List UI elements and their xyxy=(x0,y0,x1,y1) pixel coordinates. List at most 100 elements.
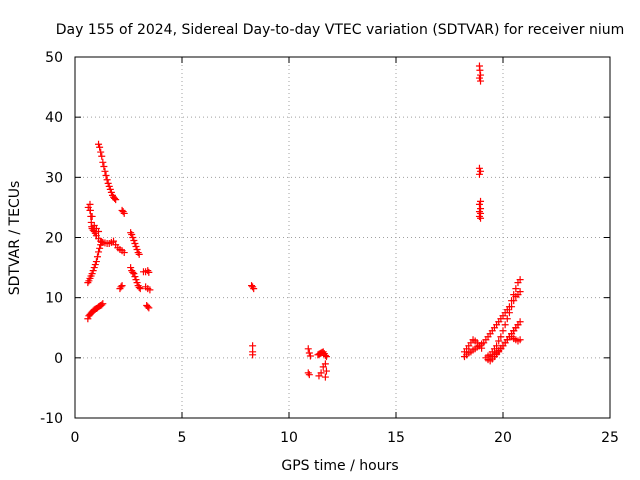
data-point xyxy=(84,315,92,323)
data-point xyxy=(249,351,257,359)
data-point xyxy=(516,288,524,296)
data-point xyxy=(321,351,329,359)
data-point xyxy=(477,167,485,175)
y-tick-label: 50 xyxy=(45,50,63,66)
data-point xyxy=(88,212,96,220)
data-point xyxy=(120,249,128,257)
data-point xyxy=(93,253,101,261)
y-tick-label: 30 xyxy=(45,170,63,186)
data-point xyxy=(102,172,110,180)
data-point xyxy=(306,352,314,360)
data-point xyxy=(475,170,483,178)
data-point xyxy=(508,303,516,311)
data-point xyxy=(135,250,143,258)
data-point xyxy=(105,182,113,190)
data-point xyxy=(514,321,522,329)
x-tick-label: 15 xyxy=(387,430,405,446)
x-tick-label: 0 xyxy=(71,430,80,446)
data-point xyxy=(493,342,501,350)
data-point xyxy=(107,188,115,196)
data-point xyxy=(497,333,505,341)
y-tick-label: 10 xyxy=(45,291,63,307)
data-point xyxy=(130,270,138,278)
data-point xyxy=(132,276,140,284)
data-point xyxy=(304,345,312,353)
data-point xyxy=(135,283,143,291)
x-tick-label: 25 xyxy=(601,430,619,446)
data-point xyxy=(477,77,485,85)
data-point xyxy=(111,194,119,202)
data-point xyxy=(305,349,313,357)
data-point xyxy=(131,273,139,281)
data-point xyxy=(146,286,154,294)
x-tick-label: 20 xyxy=(494,430,512,446)
data-point xyxy=(145,268,153,276)
data-point xyxy=(304,369,312,377)
data-point xyxy=(475,200,483,208)
data-point xyxy=(101,167,109,175)
data-point xyxy=(516,336,524,344)
x-tick-label: 5 xyxy=(178,430,187,446)
data-point xyxy=(90,264,98,272)
data-point xyxy=(99,158,107,166)
data-point xyxy=(477,71,485,79)
data-point xyxy=(95,140,103,148)
data-point xyxy=(91,261,99,269)
data-point xyxy=(118,282,126,290)
data-point xyxy=(98,152,106,160)
data-point xyxy=(131,240,139,248)
data-point xyxy=(129,234,137,241)
data-point xyxy=(475,164,483,172)
data-point xyxy=(516,276,524,284)
x-tick-label: 10 xyxy=(280,430,298,446)
data-point xyxy=(129,268,137,276)
data-point xyxy=(112,196,120,204)
data-point xyxy=(249,342,257,350)
y-tick-label: -10 xyxy=(40,411,63,427)
data-point xyxy=(495,337,503,345)
data-point xyxy=(106,185,114,193)
data-point xyxy=(104,179,112,187)
data-point xyxy=(86,200,94,208)
data-point xyxy=(317,369,325,377)
y-tick-label: 20 xyxy=(45,231,63,247)
data-point xyxy=(98,301,106,309)
data-point xyxy=(84,203,92,211)
data-point xyxy=(89,267,97,275)
y-axis-label: SDTVAR / TECUs xyxy=(7,181,23,296)
data-point xyxy=(145,304,153,312)
data-point xyxy=(250,285,258,293)
data-point xyxy=(476,66,484,74)
data-point xyxy=(86,206,94,214)
data-point xyxy=(136,285,144,293)
data-point xyxy=(117,283,125,291)
data-point xyxy=(92,258,100,266)
data-point xyxy=(127,264,135,272)
grid-lines xyxy=(75,57,610,418)
data-point xyxy=(501,321,509,329)
data-point xyxy=(477,197,485,205)
data-point xyxy=(99,300,107,308)
data-point xyxy=(477,214,485,222)
data-point xyxy=(144,303,152,311)
data-point xyxy=(510,297,518,305)
data-point xyxy=(120,209,128,217)
data-point xyxy=(133,279,141,287)
data-point xyxy=(95,248,103,256)
data-point xyxy=(499,327,507,335)
chart-title: Day 155 of 2024, Sidereal Day-to-day VTE… xyxy=(56,22,625,38)
axis-ticks: 0 5 10 15 20 25 -10 0 10 20 30 40 50 xyxy=(40,50,619,446)
data-point xyxy=(321,360,329,368)
data-point xyxy=(119,208,127,216)
y-tick-label: 0 xyxy=(54,351,63,367)
data-point xyxy=(503,315,511,323)
data-point xyxy=(305,371,313,379)
data-point xyxy=(97,148,105,156)
data-point xyxy=(100,163,108,171)
data-point xyxy=(322,353,330,361)
data-point xyxy=(321,373,329,381)
data-point xyxy=(505,309,513,317)
data-point xyxy=(95,227,103,235)
data-point xyxy=(98,238,106,246)
data-point xyxy=(96,244,104,252)
